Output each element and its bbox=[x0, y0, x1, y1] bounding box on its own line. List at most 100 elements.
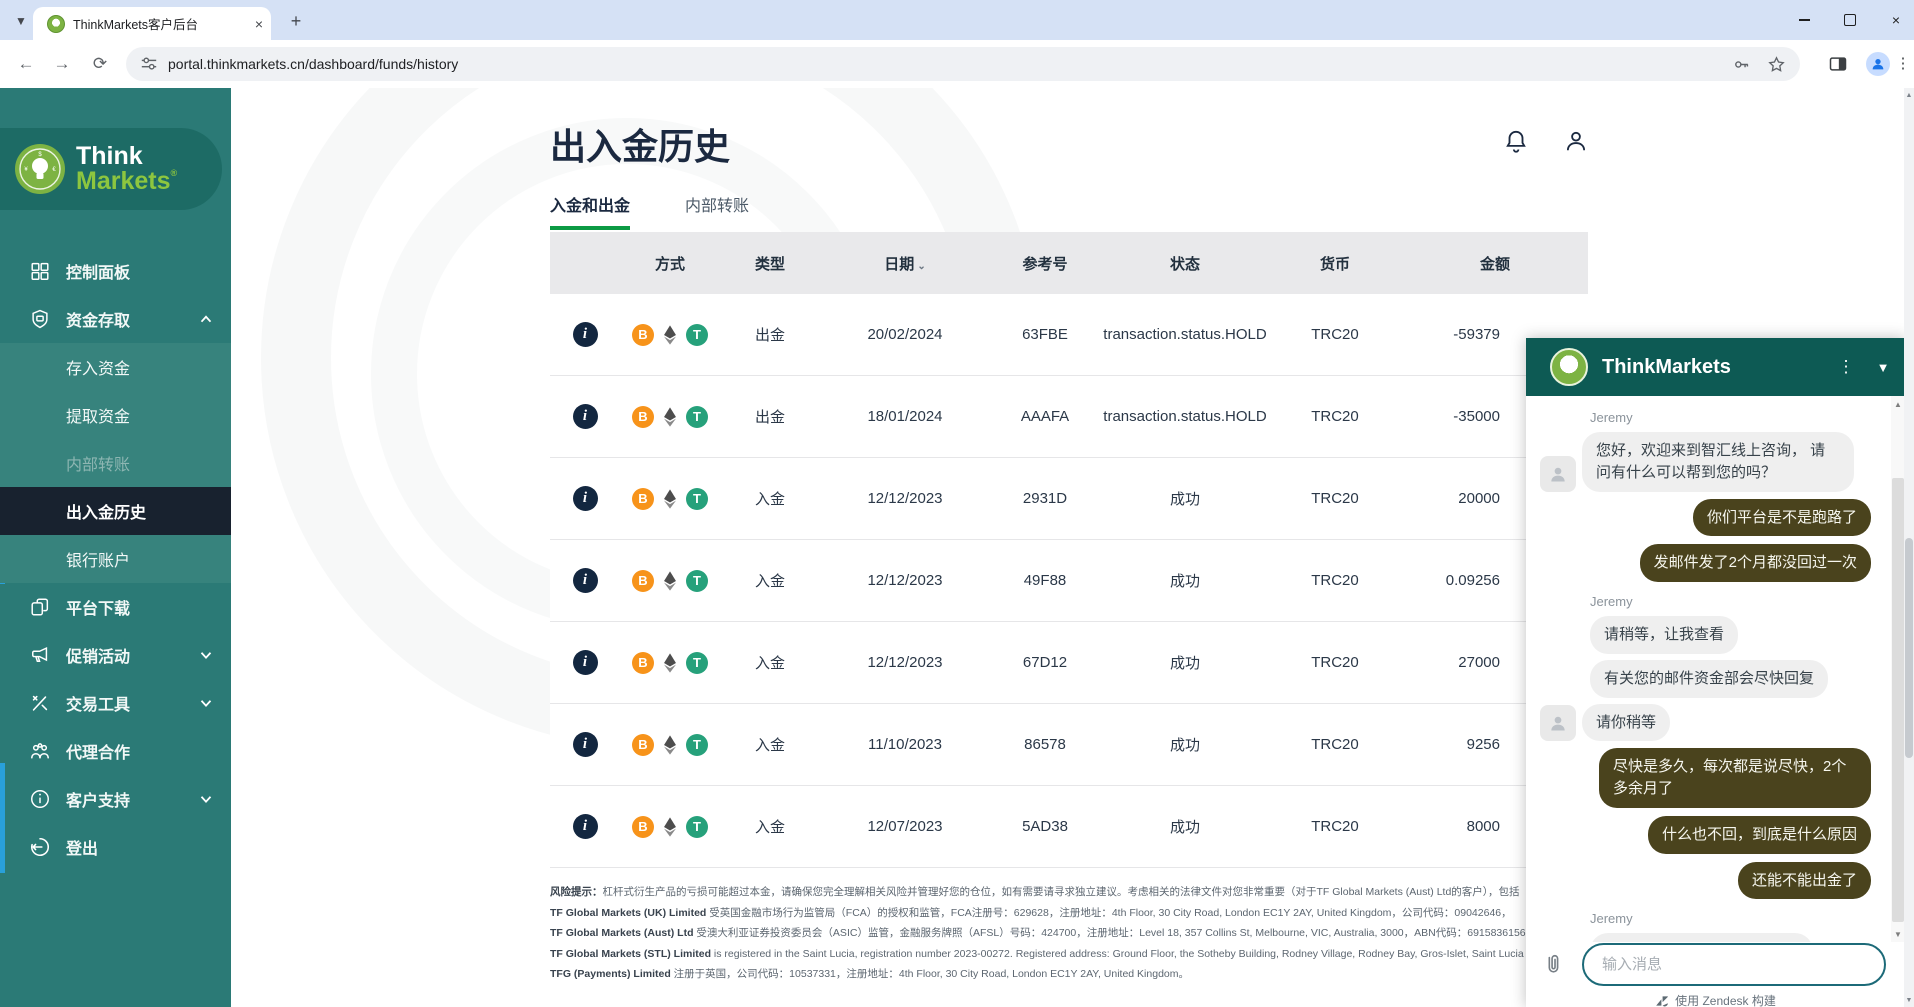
sidebar-item-dashboard[interactable]: 控制面板 bbox=[0, 247, 231, 295]
sidebar-item-funds-history[interactable]: 出入金历史 bbox=[0, 487, 231, 535]
sidebar-item-promotions[interactable]: 促销活动 bbox=[0, 631, 231, 679]
sidebar-item-logout[interactable]: 登出 bbox=[0, 823, 231, 871]
svg-text:¥: ¥ bbox=[24, 167, 28, 173]
funds-icon bbox=[28, 307, 52, 331]
col-amount: 金额 bbox=[1479, 255, 1510, 273]
scroll-up-arrow-icon[interactable]: ▲ bbox=[1894, 399, 1902, 409]
bitcoin-icon: B bbox=[632, 323, 654, 346]
tether-icon: T bbox=[686, 815, 708, 838]
chevron-down-icon bbox=[197, 694, 215, 712]
site-settings-tune-icon[interactable] bbox=[140, 55, 158, 73]
brand-line2: Markets® bbox=[76, 167, 178, 195]
risk-disclaimer: 风险提示：杠杆式衍生产品的亏损可能超过本金，请确保您完全理解相关风险并管理好您的… bbox=[550, 886, 1542, 980]
chat-scrollbar[interactable]: ▲ ▼ bbox=[1891, 396, 1905, 942]
browser-tab[interactable]: ThinkMarkets客户后台 × bbox=[33, 7, 271, 40]
chat-scrollbar-thumb[interactable] bbox=[1892, 478, 1904, 922]
chat-brand-logo-icon bbox=[1550, 348, 1588, 386]
info-icon[interactable]: i bbox=[572, 650, 598, 675]
window-maximize-button[interactable] bbox=[1842, 12, 1858, 28]
sidebar-item-funds[interactable]: 资金存取 bbox=[0, 295, 231, 343]
chat-message-user: 尽快是多久，每次都是说尽快，2个多余月了 bbox=[1599, 748, 1871, 808]
notifications-bell-icon[interactable] bbox=[1503, 128, 1529, 154]
chat-messages: Jeremy 您好，欢迎来到智汇线上咨询， 请问有什么可以帮到您的吗？ 你们平台… bbox=[1526, 396, 1891, 942]
password-key-icon[interactable] bbox=[1732, 55, 1751, 74]
chat-title: ThinkMarkets bbox=[1602, 355, 1731, 378]
col-ref: 参考号 bbox=[1022, 255, 1068, 273]
table-row: i B T 出金 18/01/2024 AAAFA transaction.st… bbox=[550, 376, 1588, 458]
sidebar-item-support[interactable]: 客户支持 bbox=[0, 775, 231, 823]
table-row: i B T 入金 11/10/2023 86578 成功 TRC20 9256 bbox=[550, 704, 1588, 786]
brand-logo[interactable]: $ ¥ € Think Markets® bbox=[0, 128, 222, 210]
chat-input-row bbox=[1526, 938, 1905, 990]
sidebar-item-bank-accounts[interactable]: 银行账户 bbox=[0, 535, 231, 583]
info-icon[interactable]: i bbox=[572, 486, 598, 511]
chat-message-user: 什么也不回，到底是什么原因 bbox=[1647, 815, 1871, 854]
sidebar-item-internal-transfer[interactable]: 内部转账 bbox=[0, 439, 231, 487]
sidebar: $ ¥ € Think Markets® 控制面板 bbox=[0, 88, 231, 1007]
content-tabs: 入金和出金 内部转账 bbox=[550, 192, 749, 230]
svg-text:$: $ bbox=[38, 152, 42, 158]
ethereum-icon bbox=[659, 570, 681, 592]
tab-close-icon[interactable]: × bbox=[254, 15, 263, 32]
window-minimize-button[interactable] bbox=[1796, 12, 1812, 28]
back-button[interactable]: ← bbox=[17, 54, 35, 73]
col-type: 类型 bbox=[754, 255, 785, 273]
chat-message-input[interactable] bbox=[1582, 942, 1886, 986]
col-date-sortable[interactable]: 日期 ⌄ bbox=[884, 255, 926, 273]
bookmark-star-icon[interactable] bbox=[1767, 55, 1786, 74]
scroll-up-arrow-icon[interactable]: ▲ bbox=[1905, 91, 1913, 99]
col-currency: 货币 bbox=[1319, 255, 1350, 273]
address-bar[interactable]: portal.thinkmarkets.cn/dashboard/funds/h… bbox=[126, 47, 1800, 81]
sidebar-item-deposit[interactable]: 存入资金 bbox=[0, 343, 231, 391]
bitcoin-icon: B bbox=[632, 487, 654, 510]
browser-menu-kebab-icon[interactable]: ⋮ bbox=[1895, 55, 1911, 72]
info-icon[interactable]: i bbox=[572, 404, 598, 429]
table-header-row: 方式 类型 日期 ⌄ 参考号 状态 货币 金额 bbox=[550, 232, 1588, 294]
chat-message-user: 发邮件发了2个月都没回过一次 bbox=[1639, 544, 1871, 582]
zendesk-branding: 使用 Zendesk 构建 bbox=[1526, 992, 1905, 1007]
side-panel-icon[interactable] bbox=[1826, 52, 1850, 76]
chat-message-user: 还能不能出金了 bbox=[1737, 861, 1871, 900]
logout-icon bbox=[28, 835, 52, 859]
site-favicon-icon bbox=[47, 14, 65, 33]
sort-caret-icon: ⌄ bbox=[917, 260, 926, 272]
scroll-down-arrow-icon[interactable]: ▼ bbox=[1905, 996, 1913, 1004]
tab-title: ThinkMarkets客户后台 bbox=[73, 18, 199, 32]
account-person-icon[interactable] bbox=[1563, 128, 1589, 154]
attachment-paperclip-icon[interactable] bbox=[1542, 952, 1572, 976]
sidebar-item-partners[interactable]: 代理合作 bbox=[0, 727, 231, 775]
tether-icon: T bbox=[686, 405, 708, 428]
tether-icon: T bbox=[686, 323, 708, 346]
sidebar-item-trading-tools[interactable]: 交易工具 bbox=[0, 679, 231, 727]
tab-deposits-withdrawals[interactable]: 入金和出金 bbox=[550, 192, 631, 230]
window-close-button[interactable]: × bbox=[1891, 12, 1901, 28]
page-scrollbar[interactable]: ▲ ▼ bbox=[1904, 88, 1914, 1007]
info-icon[interactable]: i bbox=[572, 732, 598, 757]
browser-profile-avatar[interactable] bbox=[1866, 52, 1890, 76]
download-icon bbox=[28, 595, 52, 619]
tab-search-chevron-icon[interactable]: ▼ bbox=[15, 14, 27, 28]
new-tab-button[interactable]: + bbox=[290, 10, 302, 31]
chat-widget: ThinkMarkets ⋮ ▼ Jeremy 您好，欢迎来到智汇线上咨询， 请… bbox=[1526, 338, 1905, 1007]
info-icon[interactable]: i bbox=[572, 814, 598, 839]
forward-button[interactable]: → bbox=[53, 54, 71, 73]
page-scrollbar-thumb[interactable] bbox=[1905, 538, 1913, 758]
info-icon[interactable]: i bbox=[572, 568, 598, 593]
chat-header: ThinkMarkets ⋮ ▼ bbox=[1526, 338, 1905, 396]
chat-message-agent: 请稍等，让我查看 bbox=[1590, 616, 1739, 654]
funds-history-table: 方式 类型 日期 ⌄ 参考号 状态 货币 金额 i B T 出金 bbox=[550, 232, 1588, 868]
sidebar-item-withdraw[interactable]: 提取资金 bbox=[0, 391, 231, 439]
bitcoin-icon: B bbox=[632, 405, 654, 428]
chevron-up-icon bbox=[197, 310, 215, 328]
chat-message-agent: 有关您的邮件资金部会尽快回复 bbox=[1590, 659, 1829, 698]
chat-menu-kebab-icon[interactable]: ⋮ bbox=[1837, 357, 1855, 376]
tab-internal-transfer[interactable]: 内部转账 bbox=[685, 198, 750, 215]
sidebar-item-platform-download[interactable]: 平台下载 bbox=[0, 583, 231, 631]
chat-minimize-chevron-icon[interactable]: ▼ bbox=[1876, 359, 1890, 375]
reload-button[interactable]: ⟳ bbox=[92, 54, 108, 73]
info-icon[interactable]: i bbox=[572, 322, 598, 347]
scroll-down-arrow-icon[interactable]: ▼ bbox=[1894, 929, 1902, 939]
table-row: i B T 入金 12/12/2023 49F88 成功 TRC20 0.092… bbox=[550, 540, 1588, 622]
dashboard-icon bbox=[28, 259, 52, 283]
chat-message-user: 你们平台是不是跑路了 bbox=[1692, 498, 1871, 537]
